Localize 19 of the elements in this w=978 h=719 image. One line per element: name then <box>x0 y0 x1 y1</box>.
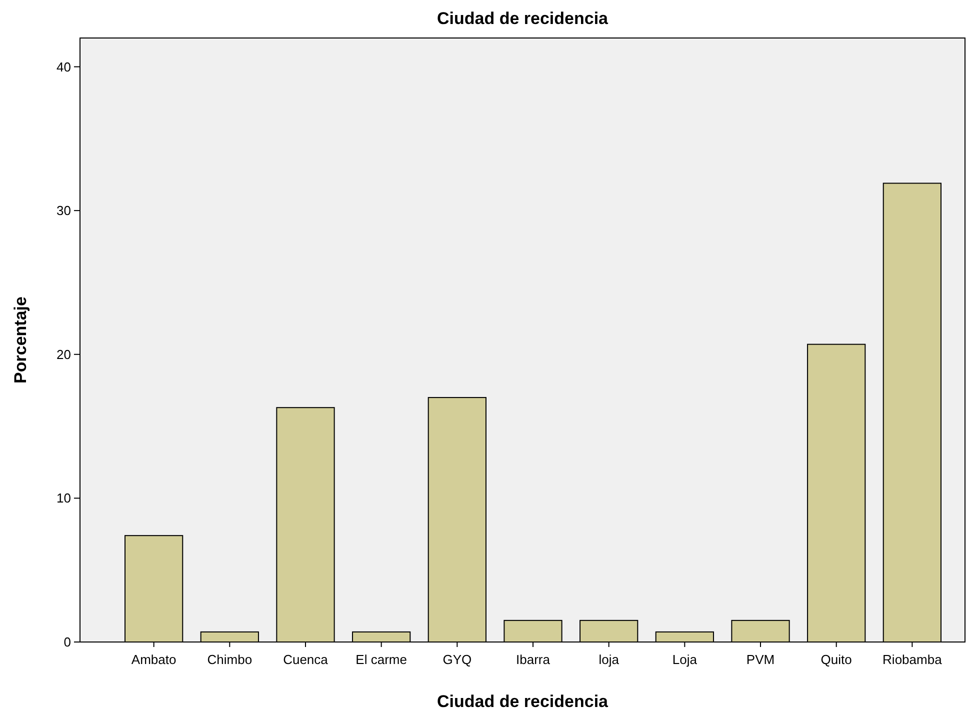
x-tick-label: PVM <box>746 652 775 667</box>
x-tick-label: Chimbo <box>207 652 252 667</box>
x-tick-label: Ibarra <box>516 652 551 667</box>
x-tick-label: Loja <box>672 652 698 667</box>
y-tick-label: 20 <box>56 346 71 362</box>
x-axis-title: Ciudad de recidencia <box>437 692 609 711</box>
x-tick-label: Riobamba <box>882 652 943 667</box>
y-tick-label: 40 <box>56 59 71 74</box>
x-tick-label: Cuenca <box>283 652 329 667</box>
x-tick-label: El carme <box>356 652 407 667</box>
y-tick-label: 0 <box>64 634 71 650</box>
y-axis-title: Porcentaje <box>11 296 30 384</box>
y-tick-label: 30 <box>56 203 71 218</box>
x-tick-label: Ambato <box>131 652 176 667</box>
y-tick-label: 10 <box>56 490 71 506</box>
chart-title: Ciudad de recidencia <box>437 9 609 28</box>
x-tick-label: loja <box>598 652 620 667</box>
x-tick-label: Quito <box>820 652 852 667</box>
x-tick-label: GYQ <box>442 652 472 667</box>
